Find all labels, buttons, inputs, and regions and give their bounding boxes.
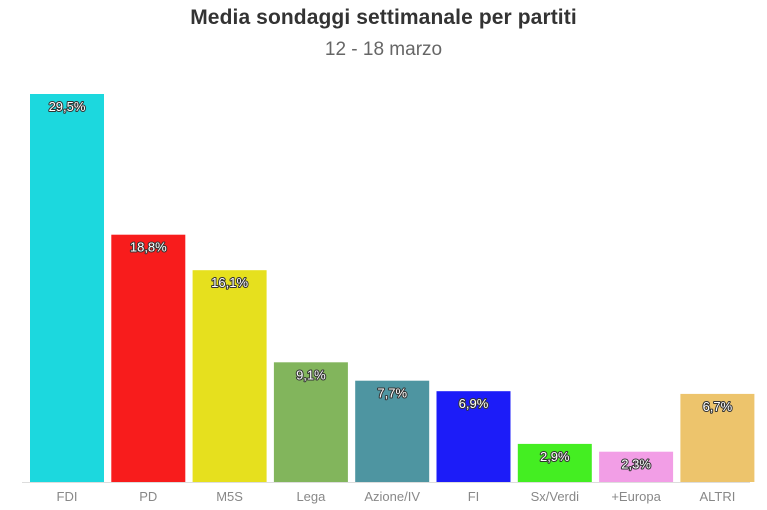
x-tick-label: Sx/Verdi [531, 489, 580, 504]
x-tick-label: Azione/IV [364, 489, 420, 504]
chart-title: Media sondaggi settimanale per partiti [190, 6, 577, 29]
x-tick-label: FDI [57, 489, 78, 504]
bar-fdi [30, 94, 104, 482]
bar-value-label: 7,7% [377, 386, 407, 401]
bar-azione-iv [355, 380, 430, 482]
x-tick-label: +Europa [611, 489, 661, 504]
bar-sx-verdi [517, 443, 592, 482]
bar-value-label: 6,9% [459, 396, 489, 411]
bar-pd [111, 234, 186, 482]
x-tick-label: ALTRI [699, 489, 735, 504]
chart-subtitle: 12 - 18 marzo [324, 39, 443, 60]
x-tick-label: M5S [216, 489, 243, 504]
bar-value-label: 16,1% [211, 275, 248, 290]
bar-m5s [192, 270, 267, 482]
x-tick-label: FI [468, 489, 480, 504]
bar-value-label: 6,7% [703, 399, 733, 414]
bar-lega [273, 362, 348, 482]
x-tick-label: PD [139, 489, 157, 504]
bar-value-label: 2,9% [540, 449, 570, 464]
bar-value-label: 18,8% [130, 240, 167, 255]
bar-value-label: 29,5% [49, 99, 86, 114]
bar-altri [680, 393, 755, 482]
bar-value-label: 9,1% [296, 367, 326, 382]
bar-europa [599, 451, 674, 482]
bar-value-label: 2,3% [621, 457, 651, 472]
x-tick-label: Lega [296, 489, 326, 504]
bar-fi [436, 391, 511, 482]
